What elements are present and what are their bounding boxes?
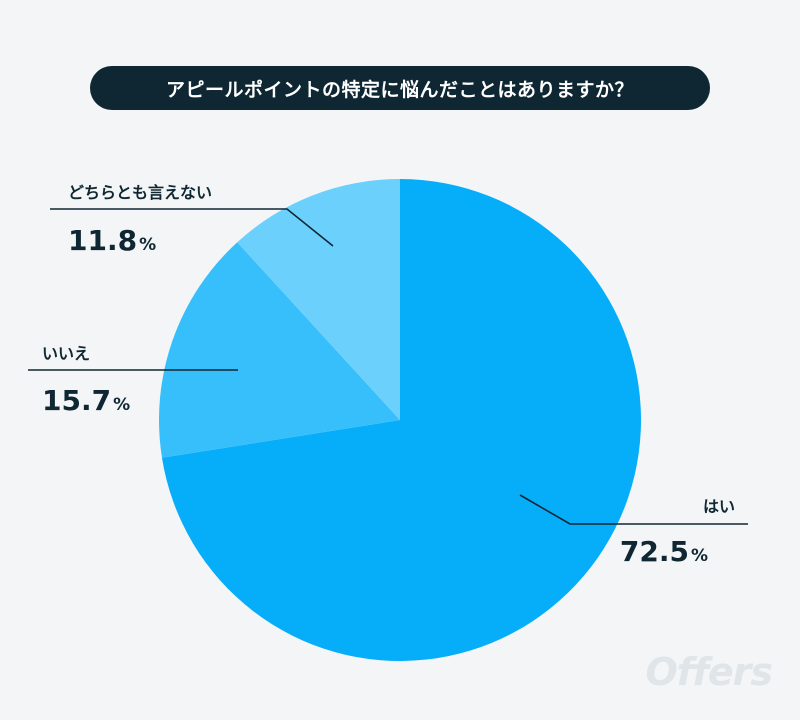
slice-value-0: 72.5% — [620, 535, 708, 568]
brand-watermark: Offers — [645, 650, 773, 694]
pie-slice-1 — [159, 242, 400, 458]
slice-label-0: はい — [703, 497, 735, 516]
chart-title: アピールポイントの特定に悩んだことはありますか？ — [165, 78, 634, 101]
slice-label-1: いいえ — [42, 344, 90, 363]
chart-title-pill: アピールポイントの特定に悩んだことはありますか？ — [90, 66, 710, 110]
leader-line-2 — [50, 208, 334, 247]
pie-slice-0 — [161, 179, 641, 662]
pie-slice-2 — [237, 179, 400, 420]
slice-value-1: 15.7% — [42, 384, 130, 417]
slice-value-2: 11.8% — [68, 224, 156, 257]
leader-line-0 — [519, 494, 748, 525]
slice-label-2: どちらとも言えない — [68, 183, 212, 202]
